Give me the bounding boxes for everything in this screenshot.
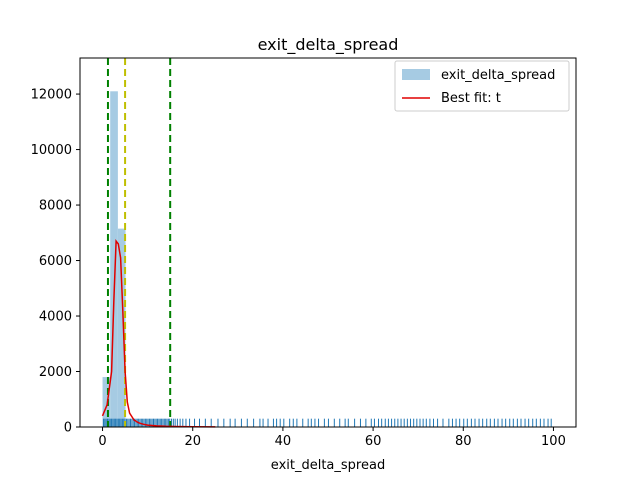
y-tick-label: 12000 <box>31 88 72 103</box>
axes-frame <box>79 57 577 428</box>
y-tick-label: 0 <box>64 421 72 436</box>
histogram-bar <box>117 228 126 427</box>
legend-histogram-label: exit_delta_spread <box>441 68 555 83</box>
x-tick-label: 40 <box>275 434 292 449</box>
best-fit-line <box>101 239 216 428</box>
y-tick-label: 10000 <box>31 143 72 158</box>
y-tick-label: 6000 <box>39 254 72 269</box>
x-tick-label: 60 <box>365 434 382 449</box>
plot-marks <box>101 58 552 428</box>
x-tick-label: 100 <box>541 434 566 449</box>
legend: exit_delta_spread Best fit: t <box>394 60 570 112</box>
y-tick-label: 4000 <box>39 310 72 325</box>
legend-histogram-swatch <box>402 69 430 80</box>
histogram-bar <box>110 91 118 427</box>
x-tick-label: 20 <box>184 434 201 449</box>
histogram-bar <box>102 377 111 427</box>
y-tick-label: 2000 <box>39 365 72 380</box>
chart-title: exit_delta_spread <box>258 35 399 55</box>
x-axis-ticks: 0 20 40 60 80 100 <box>98 427 566 449</box>
legend-box <box>394 60 570 112</box>
x-tick-label: 80 <box>455 434 472 449</box>
x-tick-label: 0 <box>98 434 106 449</box>
legend-fit-label: Best fit: t <box>441 91 501 106</box>
x-axis-title: exit_delta_spread <box>271 458 385 473</box>
y-tick-label: 8000 <box>39 199 72 214</box>
y-axis-ticks: 0 2000 4000 6000 8000 10000 12000 <box>31 88 80 436</box>
